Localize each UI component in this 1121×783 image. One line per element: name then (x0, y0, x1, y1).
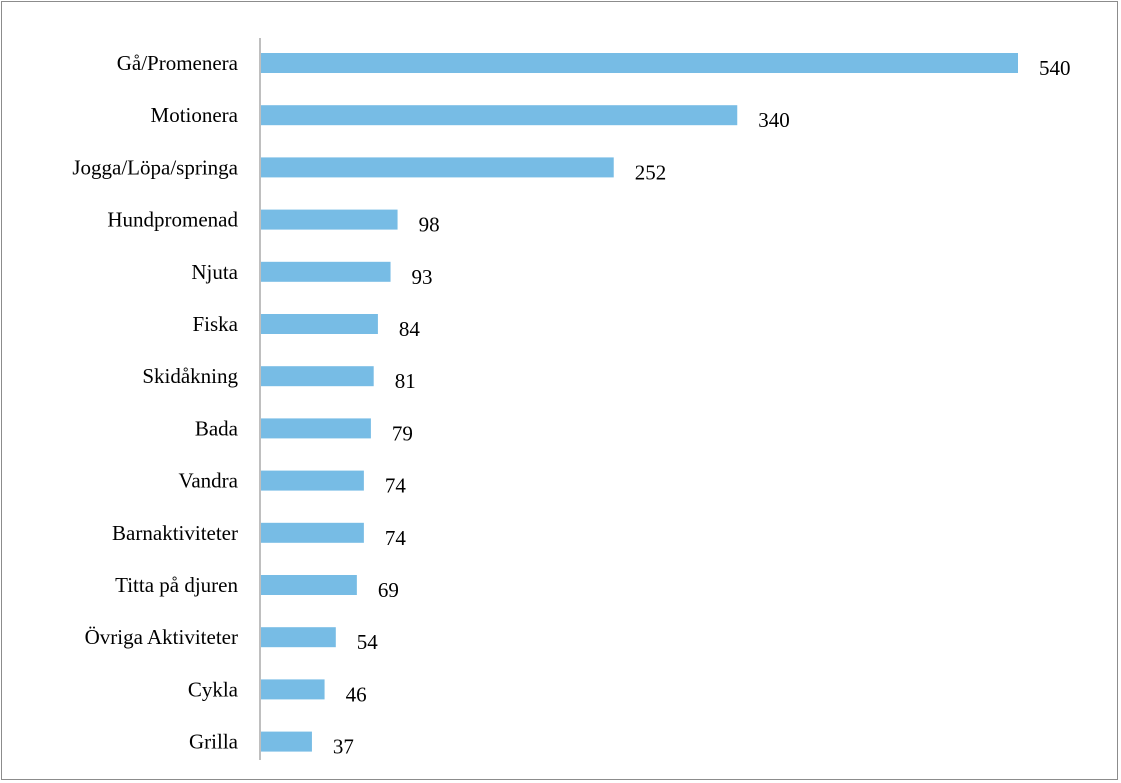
bar-6 (261, 366, 374, 387)
category-label-9: Barnaktiviteter (112, 521, 238, 545)
value-label-1: 340 (758, 108, 790, 132)
bar-9 (261, 522, 364, 543)
category-label-5: Fiska (192, 312, 238, 336)
category-labels: Gå/Promenera Motionera Jogga/Löpa/springa H… (72, 51, 238, 754)
bar-12 (261, 679, 325, 700)
value-label-0: 540 (1039, 56, 1071, 80)
category-label-2: Jogga/Löpa/springa (72, 155, 238, 179)
category-label-0: Gå/Promenera (117, 51, 239, 75)
value-label-2: 252 (635, 160, 667, 184)
bar-8 (261, 470, 364, 491)
value-label-12: 46 (346, 682, 367, 706)
value-label-7: 79 (392, 421, 413, 445)
bar-2 (261, 157, 614, 178)
category-label-10: Titta på djuren (115, 573, 238, 597)
value-label-3: 98 (419, 213, 440, 237)
category-label-11: Övriga Aktiviteter (85, 625, 238, 649)
value-label-11: 54 (357, 630, 379, 654)
value-label-5: 84 (399, 317, 421, 341)
bar-1 (261, 105, 738, 126)
value-labels: 540 340 252 98 93 84 81 79 74 74 69 54 46 37 (333, 56, 1071, 759)
category-label-13: Grilla (189, 730, 239, 754)
category-label-4: Njuta (191, 260, 238, 284)
category-label-3: Hundpromenad (107, 208, 238, 232)
value-label-4: 93 (412, 265, 433, 289)
category-label-7: Bada (195, 416, 239, 440)
category-label-12: Cykla (188, 677, 239, 701)
category-label-8: Vandra (179, 469, 239, 493)
value-label-8: 74 (385, 474, 407, 498)
bar-4 (261, 261, 391, 282)
bar-10 (261, 575, 357, 595)
value-label-6: 81 (395, 369, 416, 393)
bar-11 (261, 627, 336, 648)
category-label-6: Skidåkning (142, 364, 238, 388)
bar-5 (261, 314, 378, 334)
bar-0 (261, 53, 1018, 73)
bar-3 (261, 209, 398, 230)
bar-13 (261, 731, 312, 752)
category-label-1: Motionera (151, 103, 239, 127)
value-label-9: 74 (385, 526, 407, 550)
bars-layer (261, 53, 1018, 752)
value-label-13: 37 (333, 735, 354, 759)
value-label-10: 69 (378, 578, 399, 602)
bar-7 (261, 418, 371, 439)
